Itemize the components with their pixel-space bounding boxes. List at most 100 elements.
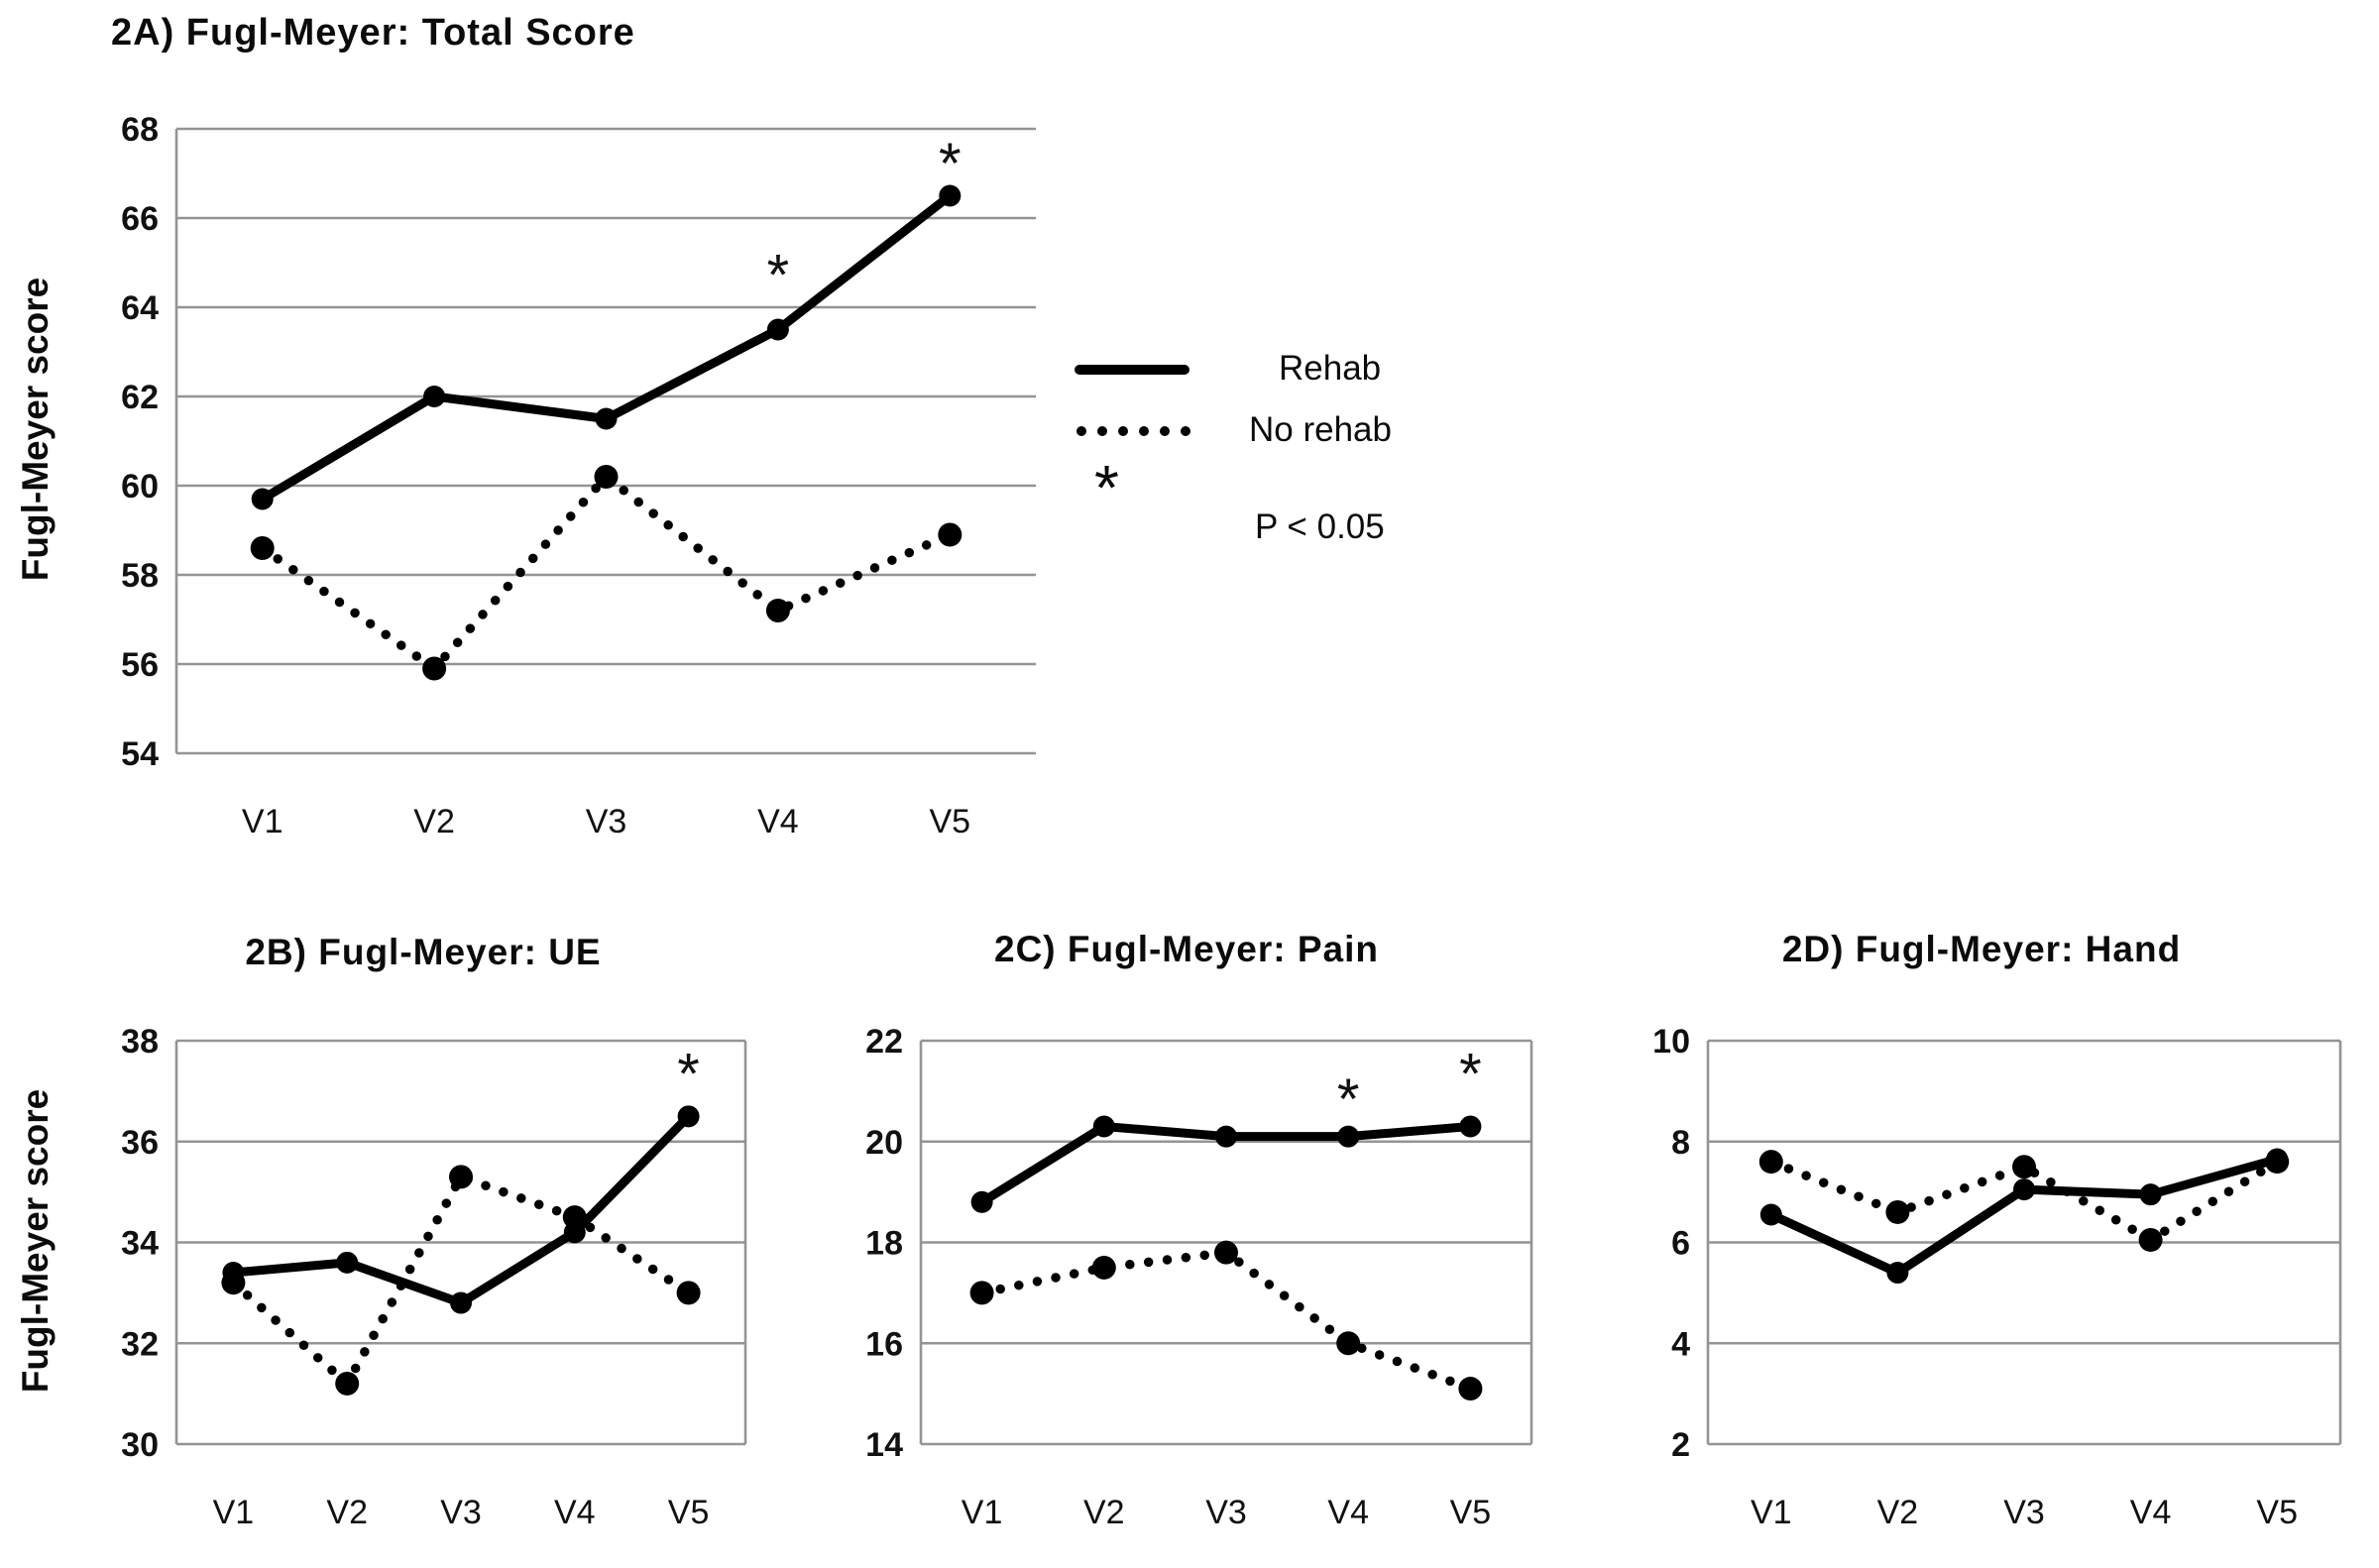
- y-tick-label: 62: [121, 379, 159, 416]
- chart-2a-y-axis-title: Fugl-Meyer score: [15, 277, 56, 582]
- y-tick-label: 68: [121, 111, 159, 149]
- y-tick-label: 58: [121, 557, 159, 595]
- data-point-rehab: [1759, 1203, 1782, 1226]
- data-point-no-rehab: [422, 656, 447, 681]
- y-tick-label: 54: [121, 735, 159, 773]
- series-line-no-rehab: [228, 1172, 694, 1389]
- x-tick-label: V2: [413, 803, 455, 840]
- data-point-rehab: [450, 1291, 472, 1314]
- y-tick-label: 30: [121, 1426, 159, 1464]
- y-tick-label: 38: [121, 1023, 159, 1061]
- data-point-no-rehab: [676, 1281, 701, 1305]
- data-point-rehab: [1092, 1115, 1115, 1138]
- significance-asterisk-key: *: [1094, 452, 1119, 523]
- series-line-no-rehab: [976, 1247, 1476, 1394]
- data-point-rehab: [677, 1105, 700, 1128]
- data-point-rehab: [423, 386, 446, 407]
- chart-2a-title: 2A) Fugl-Meyer: Total Score: [111, 12, 635, 54]
- y-tick-label: 16: [865, 1325, 903, 1363]
- y-tick-label: 56: [121, 646, 159, 684]
- significance-asterisk: *: [1459, 1042, 1482, 1106]
- data-point-rehab: [1337, 1125, 1360, 1148]
- chart-2c-pain: 22 20 18 16 14 V1 V2 V3 V4 V5 * *: [865, 1023, 1533, 1531]
- legend-label-rehab: Rehab: [1279, 349, 1382, 388]
- y-tick-label: 60: [121, 468, 159, 505]
- x-tick-label: V5: [1450, 1494, 1492, 1531]
- data-point-no-rehab: [250, 536, 275, 560]
- x-tick-label: V3: [440, 1494, 482, 1531]
- y-tick-label: 2: [1671, 1426, 1690, 1464]
- data-point-rehab: [1459, 1115, 1482, 1138]
- chart-2b-title: 2B) Fugl-Meyer: UE: [245, 932, 602, 972]
- x-tick-label: V1: [213, 1494, 255, 1531]
- x-tick-label: V4: [757, 803, 799, 840]
- chart-2d-hand: 10 8 6 4 2 V1 V2 V3 V4 V5: [1652, 1023, 2342, 1531]
- x-tick-label: V4: [1327, 1494, 1369, 1531]
- significance-asterisk: *: [767, 244, 790, 308]
- data-point-no-rehab: [2012, 1155, 2036, 1179]
- y-tick-label: 22: [865, 1023, 903, 1061]
- x-tick-label: V1: [242, 803, 283, 840]
- data-point-rehab: [2013, 1178, 2035, 1201]
- data-point-no-rehab: [449, 1165, 473, 1189]
- series-line-no-rehab: [257, 472, 956, 674]
- y-tick-label: 6: [1671, 1225, 1690, 1263]
- data-point-rehab: [1886, 1262, 1909, 1285]
- chart-2c-title: 2C) Fugl-Meyer: Pain: [994, 929, 1379, 969]
- x-tick-label: V1: [962, 1494, 1003, 1531]
- x-tick-label: V4: [2130, 1494, 2172, 1531]
- x-tick-label: V3: [586, 803, 627, 840]
- data-point-rehab: [2139, 1183, 2162, 1206]
- y-tick-label: 10: [1652, 1023, 1690, 1061]
- x-tick-label: V3: [1205, 1494, 1247, 1531]
- x-tick-label: V4: [554, 1494, 596, 1531]
- series-line-no-rehab: [1766, 1157, 2282, 1245]
- data-point-no-rehab: [1885, 1199, 1910, 1224]
- y-tick-label: 8: [1671, 1124, 1690, 1162]
- data-point-rehab: [970, 1190, 993, 1213]
- data-point-rehab: [595, 407, 618, 430]
- x-tick-label: V5: [2256, 1494, 2298, 1531]
- x-tick-label: V5: [930, 803, 971, 840]
- data-point-rehab: [2266, 1148, 2289, 1171]
- significance-asterisk: *: [677, 1042, 700, 1106]
- x-tick-label: V1: [1751, 1494, 1792, 1531]
- data-point-no-rehab: [1458, 1377, 1483, 1401]
- data-point-no-rehab: [1336, 1331, 1361, 1356]
- y-tick-label: 64: [121, 289, 159, 327]
- data-point-rehab: [766, 318, 789, 341]
- data-point-no-rehab: [1758, 1150, 1783, 1175]
- data-point-no-rehab: [765, 599, 790, 622]
- data-point-rehab: [222, 1262, 245, 1285]
- data-point-rehab: [939, 184, 962, 207]
- data-point-no-rehab: [1091, 1255, 1116, 1280]
- data-point-rehab: [1215, 1125, 1237, 1148]
- chart-2a-total-score: 68 66 64 62 60 58 56 54 V1 V2 V3 V4 V5 * *: [121, 111, 1036, 840]
- significance-asterisk: *: [1337, 1067, 1360, 1132]
- legend: Rehab No rehab * P < 0.05: [1069, 339, 1455, 577]
- y-tick-label: 4: [1671, 1325, 1690, 1363]
- series-line-rehab: [228, 1111, 694, 1308]
- data-point-no-rehab: [969, 1281, 994, 1305]
- dotted-line-swatch: [1076, 426, 1191, 436]
- y-tick-label: 36: [121, 1124, 159, 1162]
- chart-2b-ue: 38 36 34 32 30 V1 V2 V3 V4 V5 *: [121, 1023, 747, 1531]
- solid-line-swatch: [1075, 365, 1190, 375]
- x-tick-label: V3: [2003, 1494, 2045, 1531]
- chart-2d-title: 2D) Fugl-Meyer: Hand: [1781, 929, 2182, 969]
- chart-2b-y-axis-title: Fugl-Meyer score: [15, 1088, 56, 1394]
- data-point-no-rehab: [938, 522, 963, 547]
- y-tick-label: 66: [121, 200, 159, 238]
- x-tick-label: V5: [668, 1494, 710, 1531]
- series-line-rehab: [258, 191, 955, 504]
- data-point-no-rehab: [1214, 1240, 1238, 1265]
- y-tick-label: 18: [865, 1225, 903, 1263]
- significance-pvalue-label: P < 0.05: [1255, 507, 1385, 546]
- legend-label-no-rehab: No rehab: [1249, 410, 1392, 449]
- y-tick-label: 32: [121, 1325, 159, 1363]
- y-tick-label: 34: [121, 1225, 159, 1263]
- x-tick-label: V2: [1877, 1494, 1919, 1531]
- data-point-rehab: [563, 1221, 586, 1244]
